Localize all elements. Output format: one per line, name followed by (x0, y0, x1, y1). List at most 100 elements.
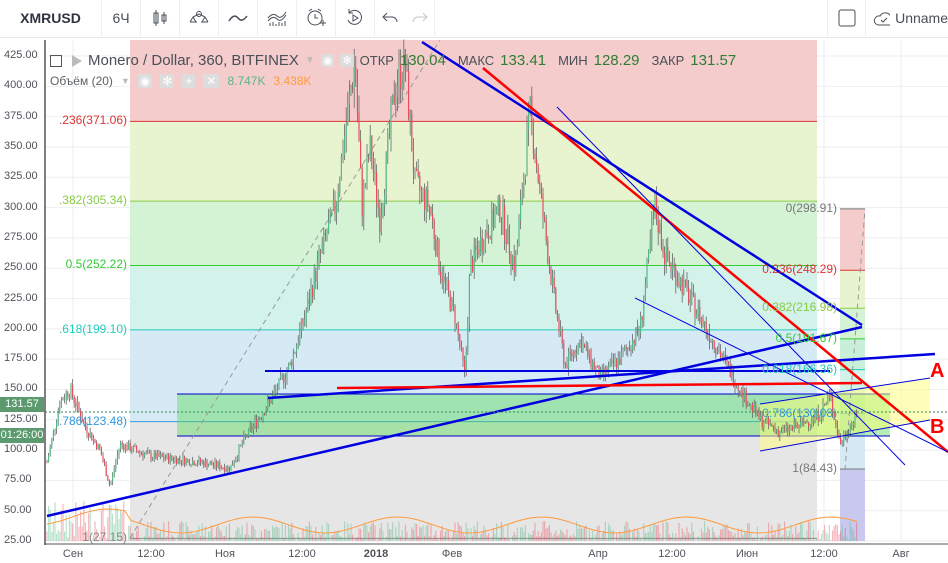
candle (104, 461, 106, 465)
save-layout-button[interactable]: Unname (866, 0, 948, 36)
candle (548, 262, 550, 268)
price-tick: 125.00 (4, 412, 38, 425)
candle (600, 369, 602, 380)
volume-bar (184, 539, 186, 541)
volume-bar (142, 540, 144, 541)
symbol-button[interactable]: XMRUSD (0, 0, 102, 36)
candle (248, 427, 250, 437)
fullscreen-button[interactable] (827, 0, 866, 36)
candle (769, 423, 771, 425)
volume-bar (348, 534, 350, 541)
candle (660, 223, 662, 248)
volume-bar (419, 526, 421, 541)
candles-icon[interactable] (141, 0, 180, 36)
volume-bar (387, 522, 389, 541)
volume-bar (716, 538, 718, 541)
candle (155, 452, 157, 459)
candle (702, 318, 704, 325)
fib-trend-dashed (129, 39, 441, 539)
candle (627, 347, 629, 349)
templates-icon[interactable] (258, 0, 297, 36)
gear-icon[interactable]: ✻ (340, 54, 354, 67)
candle (625, 347, 627, 349)
candle (267, 400, 269, 410)
cloud-icon (873, 12, 891, 26)
volume-bar (462, 532, 464, 541)
eye-icon[interactable]: ◉ (137, 74, 153, 88)
time-tick: Июн (735, 548, 759, 560)
candle (590, 349, 592, 367)
volume-bar (713, 531, 715, 541)
candle (739, 390, 741, 396)
candle (361, 168, 363, 217)
annotation-b[interactable]: B (930, 416, 945, 438)
undo-icon[interactable] (375, 0, 405, 36)
volume-bar (371, 523, 373, 541)
candle (358, 112, 360, 141)
compare-icon[interactable] (180, 0, 219, 36)
candle (347, 104, 349, 125)
time-tick: 12:00 (658, 548, 686, 560)
volume-bar (672, 532, 674, 541)
volume-bar (795, 526, 797, 541)
candle (420, 189, 422, 191)
fib-zone (130, 201, 817, 266)
volume-bar (408, 539, 410, 541)
plus-icon[interactable]: + (182, 74, 196, 88)
volume-bar (89, 507, 91, 541)
candle (827, 397, 829, 403)
fib-small-label: 0.618(166.36) (762, 361, 837, 376)
candle (268, 400, 270, 402)
volume-bar (289, 528, 291, 541)
indicators-icon[interactable] (219, 0, 258, 36)
volume-bar (243, 537, 245, 541)
volume-bar (569, 535, 571, 541)
volume-bar (604, 521, 606, 541)
volume-bar (158, 533, 160, 541)
candle (699, 307, 701, 323)
candle (209, 462, 211, 465)
candle (664, 253, 666, 265)
volume-bar (88, 513, 90, 541)
flag-icon[interactable] (72, 54, 82, 67)
candle (219, 462, 221, 469)
volume-bar (763, 540, 765, 541)
close-icon[interactable]: ✕ (203, 74, 220, 88)
volume-bar (576, 521, 578, 541)
chevron-down-icon[interactable]: ▼ (120, 76, 130, 86)
volume-bar (148, 536, 150, 541)
candle (678, 281, 680, 286)
candle (745, 390, 747, 406)
interval-button[interactable]: 6Ч (102, 0, 141, 36)
candle (200, 458, 202, 463)
volume-bar (107, 516, 109, 541)
volume-bar (840, 531, 842, 541)
candle (70, 385, 72, 397)
candle (740, 387, 742, 396)
redo-icon[interactable] (405, 0, 435, 36)
volume-bar (57, 529, 59, 541)
volume-bar (715, 536, 717, 541)
collapse-icon[interactable] (50, 54, 62, 67)
eye-icon[interactable]: ◉ (320, 54, 335, 67)
price-tick: 275.00 (4, 230, 38, 243)
candle (408, 70, 410, 119)
volume-bar (62, 503, 64, 541)
volume-bar (147, 522, 149, 541)
chevron-down-icon[interactable]: ▼ (304, 55, 315, 66)
volume-bar (496, 523, 498, 541)
candle (601, 368, 603, 370)
volume-bar (336, 531, 338, 541)
alert-icon[interactable] (297, 0, 336, 36)
volume-bar (342, 537, 344, 541)
volume-bar (486, 535, 488, 541)
time-tick: Фев (441, 548, 463, 560)
replay-icon[interactable] (336, 0, 375, 36)
annotation-a[interactable]: A (930, 360, 945, 382)
candle (500, 220, 502, 223)
volume-bar (52, 521, 54, 541)
gear-icon[interactable]: ✻ (160, 74, 175, 88)
candle (680, 277, 682, 286)
volume-bar (558, 534, 560, 541)
